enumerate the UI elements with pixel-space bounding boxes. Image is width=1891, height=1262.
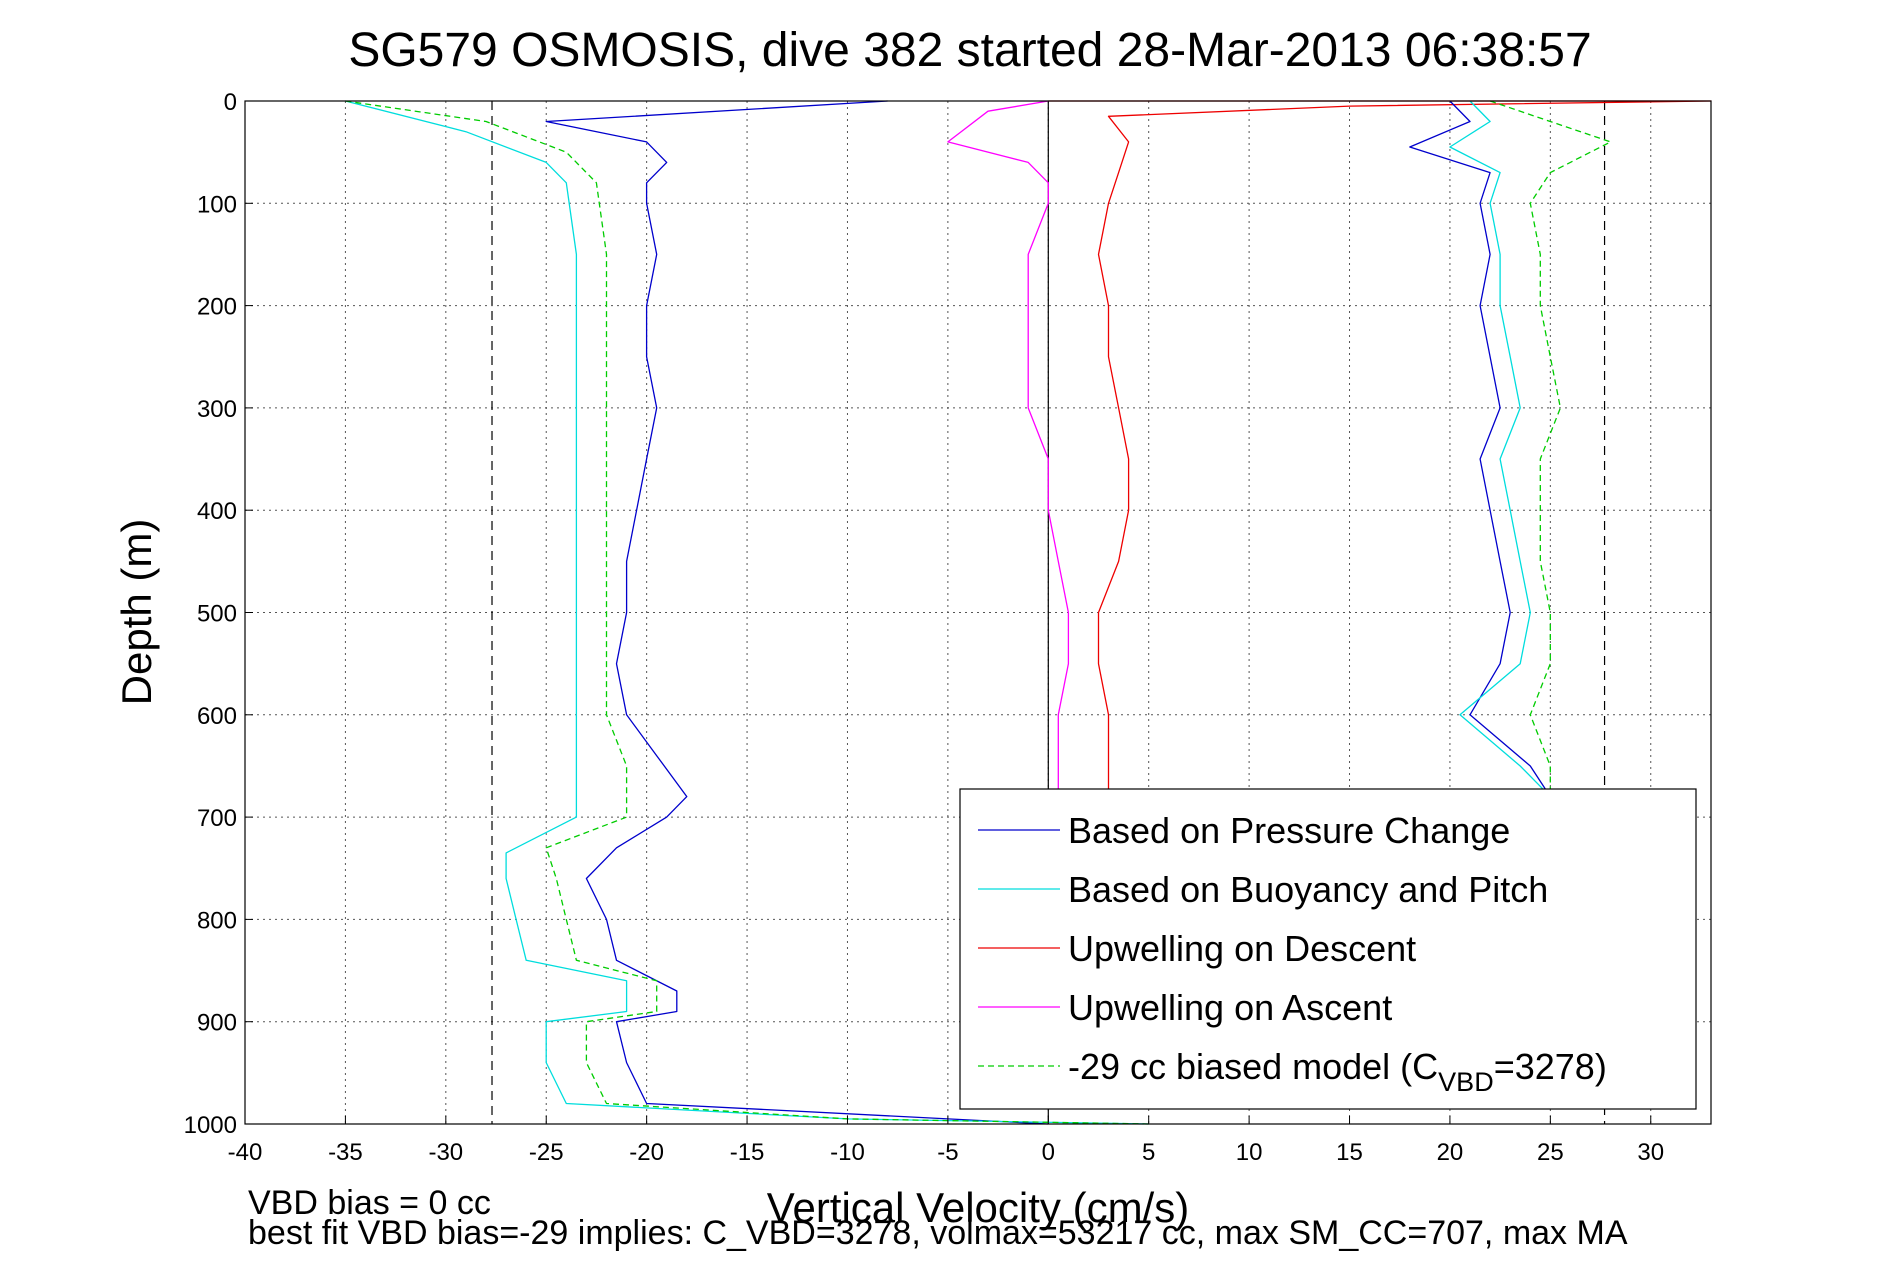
- y-tick-label: 300: [197, 396, 237, 423]
- legend-label-text: Upwelling on Ascent: [1068, 987, 1392, 1028]
- legend-label-text: Based on Pressure Change: [1068, 810, 1510, 851]
- legend-label-text: Based on Buoyancy and Pitch: [1068, 869, 1548, 910]
- x-axis-label: Vertical Velocity (cm/s): [767, 1184, 1189, 1231]
- series-line: [947, 100, 1070, 797]
- x-tick-label: 0: [1042, 1139, 1055, 1166]
- y-tick-label: 600: [197, 703, 237, 730]
- series-group: [345, 100, 1712, 1125]
- x-tick-label: -40: [228, 1139, 263, 1166]
- legend-label: Upwelling on Descent: [1068, 928, 1416, 969]
- legend-box: [959, 788, 1697, 1110]
- x-tick-label: -10: [830, 1139, 865, 1166]
- series-line: [1449, 100, 1551, 798]
- y-tick-label: 400: [197, 498, 237, 525]
- footer-line-1: VBD bias = 0 cc: [248, 1184, 491, 1222]
- x-tick-label: -25: [529, 1139, 564, 1166]
- x-tick-label: -5: [937, 1139, 958, 1166]
- x-tick-label: -15: [730, 1139, 765, 1166]
- x-tick-label: 25: [1537, 1139, 1564, 1166]
- y-tick-label: 500: [197, 601, 237, 628]
- legend-label-tail: =3278): [1494, 1046, 1607, 1087]
- y-tick-label: 0: [224, 89, 237, 116]
- x-tick-label: 20: [1437, 1139, 1464, 1166]
- footer-line-2: best fit VBD bias=-29 implies: C_VBD=327…: [248, 1214, 1628, 1252]
- legend-label: Based on Pressure Change: [1068, 810, 1510, 851]
- y-tick-label: 100: [197, 191, 237, 218]
- y-tick-label: 200: [197, 294, 237, 321]
- series-line: [1489, 100, 1612, 797]
- legend-label-text: -29 cc biased model (C: [1068, 1046, 1438, 1087]
- legend-label: -29 cc biased model (CVBD=3278): [1068, 1046, 1607, 1097]
- x-tick-label: -20: [629, 1139, 664, 1166]
- series-line: [345, 100, 1149, 1125]
- series-line: [345, 100, 1149, 1125]
- series-line: [1409, 100, 1551, 797]
- y-tick-label: 1000: [184, 1112, 237, 1139]
- x-tick-label: -35: [328, 1139, 363, 1166]
- legend: Based on Pressure Change Based on Buoyanc…: [959, 788, 1697, 1110]
- legend-label-text: Upwelling on Descent: [1068, 928, 1416, 969]
- legend-label: Based on Buoyancy and Pitch: [1068, 869, 1548, 910]
- y-tick-label: 900: [197, 1010, 237, 1037]
- x-tick-label: 30: [1637, 1139, 1664, 1166]
- x-tick-label: 10: [1236, 1139, 1263, 1166]
- series-line: [1048, 100, 1712, 797]
- y-tick-label: 800: [197, 907, 237, 934]
- y-axis-label: Depth (m): [113, 519, 160, 706]
- series-line: [545, 100, 1049, 1125]
- legend-label: Upwelling on Ascent: [1068, 987, 1392, 1028]
- x-tick-label: -30: [428, 1139, 463, 1166]
- x-tick-label: 5: [1142, 1139, 1155, 1166]
- legend-label-subscript: VBD: [1438, 1067, 1494, 1097]
- y-tick-label: 700: [197, 805, 237, 832]
- x-tick-label: 15: [1336, 1139, 1363, 1166]
- axis-ticks: -40 -35 -30 -25 -20 -15 -10 -5 0 5 10 15 20 25 3001002…: [184, 89, 1664, 1166]
- chart-title: SG579 OSMOSIS, dive 382 started 28-Mar-2…: [348, 24, 1591, 77]
